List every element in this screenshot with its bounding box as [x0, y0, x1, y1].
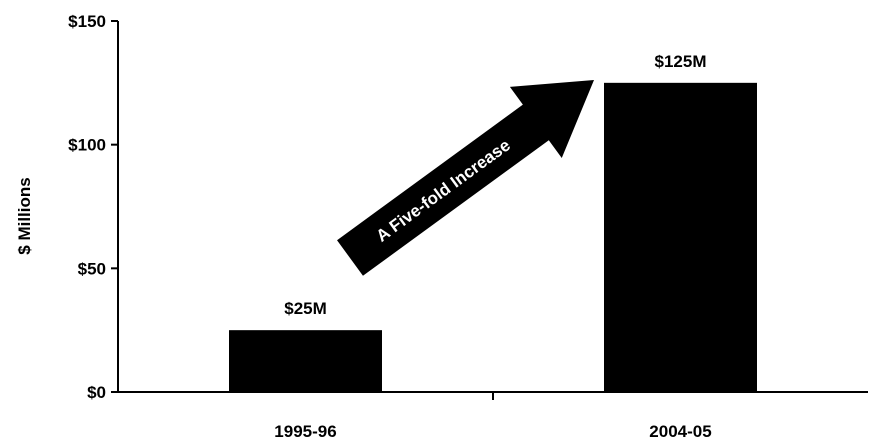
- bar: [604, 82, 757, 392]
- x-category-label: 1995-96: [274, 422, 336, 439]
- bar-value-label: $125M: [655, 52, 707, 71]
- y-tick-label: $100: [68, 136, 106, 155]
- y-axis-title: $ Millions: [15, 177, 34, 254]
- up-right-arrow-icon: [337, 80, 594, 276]
- y-tick-label: $0: [87, 383, 106, 402]
- five-fold-arrow-annotation: A Five-fold Increase: [337, 80, 594, 276]
- y-tick-label: $50: [78, 259, 106, 278]
- y-tick-label: $150: [68, 12, 106, 31]
- bar: [229, 330, 382, 392]
- x-category-label: 2004-05: [649, 422, 711, 439]
- bar-value-label: $25M: [284, 299, 327, 318]
- annotation-label: A Five-fold Increase: [373, 136, 514, 246]
